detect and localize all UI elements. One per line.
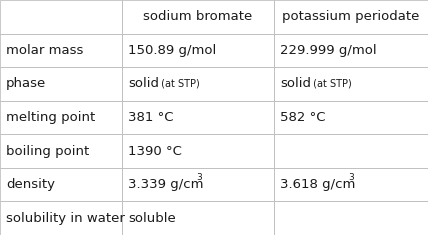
- Bar: [0, 67, 122, 101]
- Text: 229.999 g/mol: 229.999 g/mol: [280, 44, 377, 57]
- Text: (at STP): (at STP): [310, 79, 352, 89]
- Bar: [122, 101, 274, 134]
- Text: solid: solid: [280, 77, 311, 90]
- Text: 381 °C: 381 °C: [128, 111, 173, 124]
- Bar: [274, 201, 428, 235]
- Bar: [274, 0, 428, 34]
- Bar: [122, 67, 274, 101]
- Bar: [274, 67, 428, 101]
- Bar: [122, 168, 274, 201]
- Text: 3.618 g/cm: 3.618 g/cm: [280, 178, 355, 191]
- Bar: [274, 168, 428, 201]
- Text: phase: phase: [6, 77, 46, 90]
- Text: solid: solid: [128, 77, 159, 90]
- Text: 3: 3: [348, 173, 354, 182]
- Bar: [274, 134, 428, 168]
- Text: soluble: soluble: [128, 212, 176, 225]
- Text: melting point: melting point: [6, 111, 95, 124]
- Bar: [274, 101, 428, 134]
- Text: potassium periodate: potassium periodate: [282, 10, 419, 23]
- Bar: [0, 0, 122, 34]
- Bar: [122, 34, 274, 67]
- Bar: [0, 101, 122, 134]
- Text: 3.339 g/cm: 3.339 g/cm: [128, 178, 203, 191]
- Bar: [122, 201, 274, 235]
- Bar: [122, 134, 274, 168]
- Text: (at STP): (at STP): [158, 79, 200, 89]
- Bar: [122, 0, 274, 34]
- Text: boiling point: boiling point: [6, 145, 89, 158]
- Bar: [0, 134, 122, 168]
- Text: 150.89 g/mol: 150.89 g/mol: [128, 44, 216, 57]
- Text: 1390 °C: 1390 °C: [128, 145, 182, 158]
- Bar: [0, 168, 122, 201]
- Bar: [0, 201, 122, 235]
- Text: 582 °C: 582 °C: [280, 111, 325, 124]
- Bar: [0, 34, 122, 67]
- Text: molar mass: molar mass: [6, 44, 83, 57]
- Text: solubility in water: solubility in water: [6, 212, 125, 225]
- Text: density: density: [6, 178, 55, 191]
- Bar: [274, 34, 428, 67]
- Text: 3: 3: [196, 173, 202, 182]
- Text: sodium bromate: sodium bromate: [143, 10, 253, 23]
